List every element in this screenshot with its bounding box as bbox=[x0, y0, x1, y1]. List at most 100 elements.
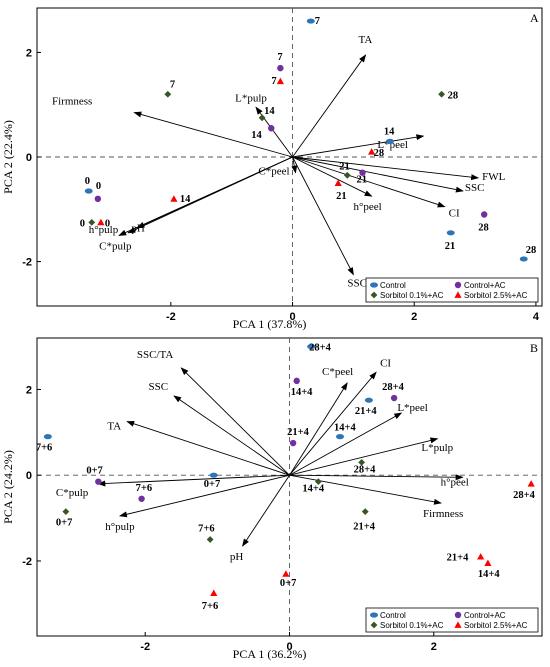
data-point bbox=[361, 508, 369, 516]
loading-arrow bbox=[289, 474, 442, 505]
point-label: 21 bbox=[339, 161, 350, 172]
loading-label: h°pulp bbox=[105, 521, 135, 533]
point-label: 7+6 bbox=[36, 443, 52, 454]
loading-arrow bbox=[289, 474, 464, 481]
y-tick-label: 0 bbox=[26, 470, 32, 482]
legend-box bbox=[365, 277, 539, 303]
data-point bbox=[358, 458, 366, 466]
loading-label: TA bbox=[107, 421, 121, 433]
x-axis-title: PCA 1 (36.2%) bbox=[233, 647, 307, 661]
loading-label: L*peel bbox=[397, 402, 428, 414]
point-label: 0 bbox=[85, 176, 90, 187]
data-point bbox=[306, 18, 315, 24]
loading-arrow bbox=[289, 371, 377, 476]
loading-arrow bbox=[180, 367, 290, 476]
point-label: 21+4 bbox=[287, 427, 309, 438]
loading-label: pH bbox=[230, 551, 244, 563]
data-point bbox=[170, 195, 178, 202]
y-tick-label: -2 bbox=[22, 556, 32, 568]
point-label: 0+7 bbox=[56, 518, 72, 529]
data-point bbox=[95, 478, 102, 485]
loading-arrow bbox=[133, 111, 293, 158]
legend-marker bbox=[370, 621, 378, 629]
point-label: 28 bbox=[448, 90, 459, 101]
point-label: 0 bbox=[105, 218, 110, 229]
y-tick-label: -2 bbox=[22, 257, 32, 269]
point-label: 21 bbox=[357, 175, 368, 186]
x-tick-label: 2 bbox=[411, 311, 417, 323]
point-label: 7 bbox=[315, 16, 320, 27]
x-tick-label: 4 bbox=[533, 311, 540, 323]
data-point bbox=[314, 478, 322, 486]
point-label: 0+7 bbox=[86, 466, 102, 477]
point-label: 7 bbox=[277, 52, 282, 63]
loading-arrow bbox=[292, 156, 354, 276]
data-point bbox=[276, 77, 284, 85]
data-point bbox=[206, 536, 214, 543]
data-point bbox=[336, 434, 344, 440]
loading-arrow bbox=[173, 395, 290, 476]
loading-label: h°peel bbox=[354, 201, 382, 213]
point-label: 28 bbox=[374, 148, 385, 159]
x-tick-label: 0 bbox=[289, 311, 295, 323]
loading-arrow bbox=[292, 156, 480, 181]
point-label: 21 bbox=[336, 191, 347, 202]
legend-label: Control+AC bbox=[464, 611, 506, 620]
point-label: 28+4 bbox=[309, 343, 331, 354]
loading-arrow bbox=[126, 420, 290, 476]
loading-arrow bbox=[97, 474, 290, 487]
point-label: 21+4 bbox=[355, 406, 377, 417]
loading-label: L*pulp bbox=[235, 92, 267, 104]
panel-b: -2 0 2 -2 0 2 PCA 1 (36.2%) PCA 2 (24.2%) B SSC/T… bbox=[1, 337, 543, 661]
panel-a: -2 0 2 4 -2 0 2 PCA 1 (37.8%) PCA 2 (22.4%) A TA Fi… bbox=[1, 7, 543, 331]
data-point bbox=[390, 394, 398, 402]
loading-label: C*pulp bbox=[99, 240, 132, 252]
loading-arrow bbox=[289, 412, 403, 476]
loading-arrow bbox=[242, 474, 290, 547]
data-point bbox=[385, 138, 394, 144]
loading-arrow bbox=[292, 156, 373, 197]
x-tick-label: 0 bbox=[286, 641, 292, 653]
point-label: 14 bbox=[180, 194, 191, 205]
loading-label: SSC bbox=[465, 182, 485, 194]
legend-box bbox=[365, 607, 539, 633]
data-point bbox=[138, 495, 145, 502]
point-label: 7+6 bbox=[202, 601, 218, 612]
point-label: 7 bbox=[271, 76, 276, 87]
legend-label: Control bbox=[380, 281, 406, 290]
data-point bbox=[88, 218, 96, 226]
x-tick-label: -2 bbox=[166, 311, 176, 323]
loading-label: L*pulp bbox=[421, 442, 453, 454]
data-point bbox=[258, 114, 266, 122]
loading-arrow bbox=[289, 382, 348, 476]
loading-label: CI bbox=[380, 357, 391, 369]
loading-arrow bbox=[292, 54, 367, 158]
legend-label: Control+AC bbox=[464, 281, 506, 290]
point-label: 7+6 bbox=[136, 483, 152, 494]
point-label: 21+4 bbox=[447, 553, 469, 564]
legend: Control Control+AC Sorbitol 0.1%+AC Sorbito… bbox=[365, 607, 539, 633]
loading-label: FWL bbox=[482, 171, 506, 183]
point-label: 0 bbox=[96, 181, 101, 192]
panel-label: B bbox=[530, 341, 538, 355]
loading-label: Firmness bbox=[423, 508, 463, 520]
data-point bbox=[343, 171, 351, 179]
data-point bbox=[484, 559, 492, 566]
loading-arrow bbox=[292, 156, 446, 208]
data-point bbox=[480, 211, 488, 218]
data-point bbox=[334, 179, 342, 187]
legend-label: Sorbitol 2.5%+AC bbox=[464, 621, 528, 630]
data-point bbox=[94, 195, 102, 203]
point-label: 21 bbox=[445, 241, 456, 252]
legend-marker bbox=[454, 611, 462, 619]
loading-arrow bbox=[118, 474, 290, 518]
point-label: 14 bbox=[251, 130, 262, 141]
point-label: 0+7 bbox=[204, 479, 220, 490]
data-point bbox=[164, 90, 172, 98]
legend-label: Control bbox=[380, 611, 406, 620]
loading-label: SSC/TA bbox=[137, 349, 173, 361]
point-label: 14 bbox=[264, 106, 275, 117]
point-label: 14+4 bbox=[302, 484, 324, 495]
point-label: 0+7 bbox=[280, 578, 296, 589]
point-label: 14 bbox=[384, 126, 395, 137]
